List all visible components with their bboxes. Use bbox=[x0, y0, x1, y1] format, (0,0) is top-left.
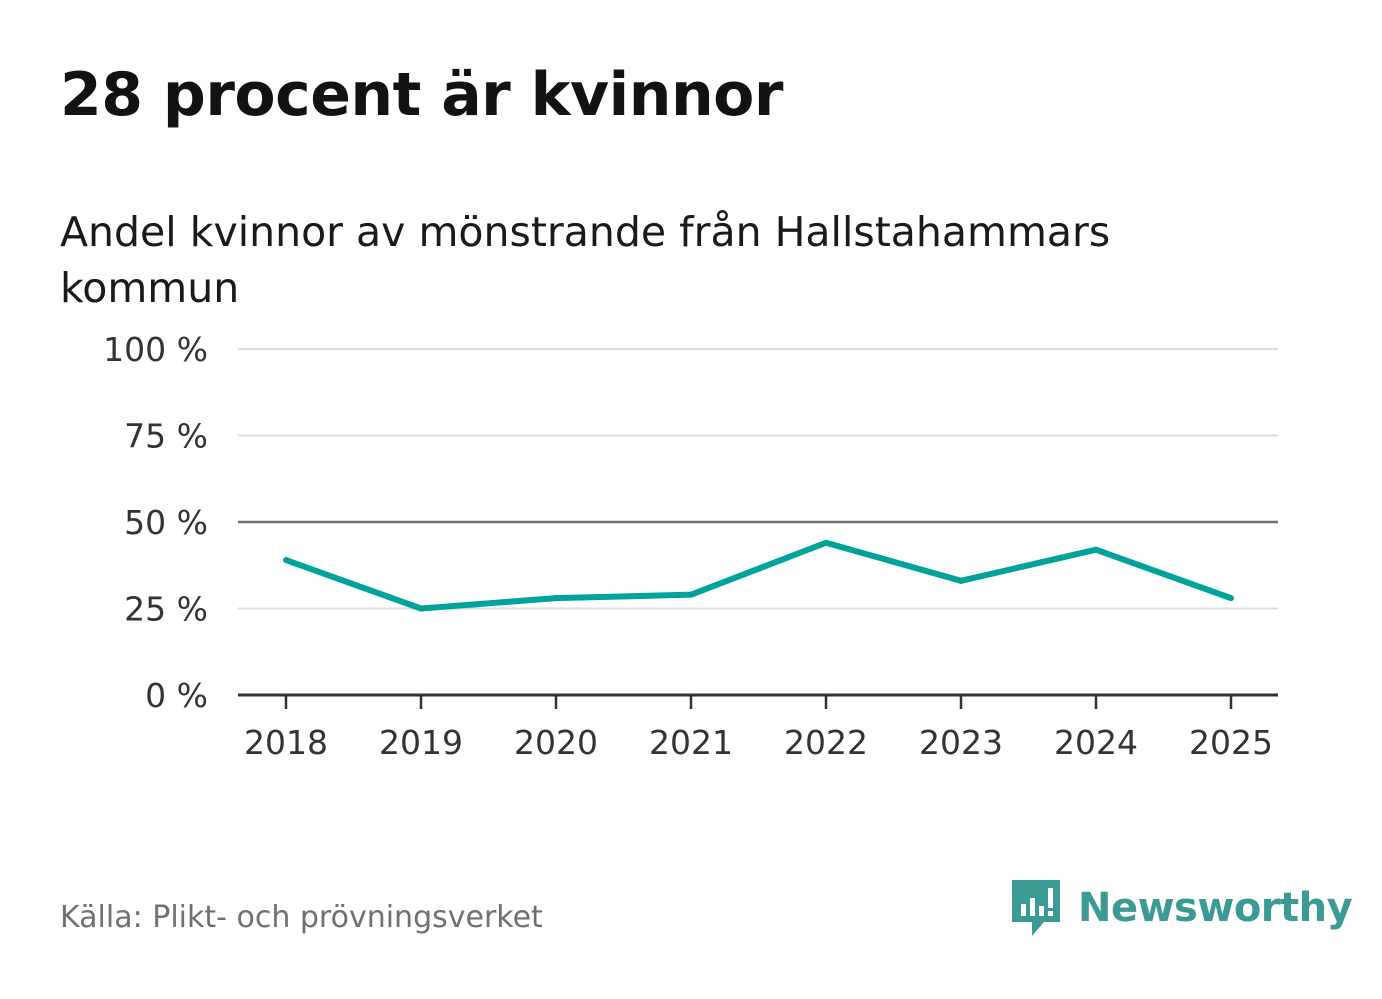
y-tick-label: 25 % bbox=[124, 590, 208, 629]
y-tick-label: 0 % bbox=[145, 676, 208, 715]
brand-name: Newsworthy bbox=[1078, 885, 1353, 931]
x-tick-label: 2025 bbox=[1189, 723, 1273, 762]
y-axis-labels: 0 % 25 % 50 % 75 % 100 % bbox=[103, 330, 208, 715]
data-point bbox=[958, 577, 964, 584]
data-point bbox=[1228, 595, 1234, 602]
grid-lines bbox=[238, 348, 1278, 610]
x-tick-label: 2019 bbox=[379, 723, 463, 762]
newsworthy-logo-icon bbox=[1012, 880, 1060, 936]
source-note: Källa: Plikt- och prövningsverket bbox=[60, 900, 543, 935]
data-series bbox=[283, 539, 1234, 612]
series-line bbox=[284, 539, 1233, 612]
x-tick-label: 2021 bbox=[649, 723, 733, 762]
x-axis-labels: 2018 2019 2020 2021 2022 2023 2024 2025 bbox=[244, 723, 1273, 762]
data-point bbox=[418, 605, 424, 612]
y-tick-label: 75 % bbox=[124, 417, 208, 456]
data-point bbox=[283, 557, 289, 564]
data-point bbox=[688, 591, 694, 598]
x-tick-label: 2024 bbox=[1054, 723, 1138, 762]
y-tick-label: 50 % bbox=[124, 503, 208, 542]
x-tick-label: 2022 bbox=[784, 723, 868, 762]
x-tick-label: 2020 bbox=[514, 723, 598, 762]
chart-title: 28 procent är kvinnor bbox=[60, 60, 783, 130]
brand-logo: Newsworthy bbox=[1010, 878, 1353, 938]
x-axis bbox=[238, 693, 1278, 709]
data-point bbox=[823, 539, 829, 546]
chart-subtitle: Andel kvinnor av mönstrande från Hallsta… bbox=[60, 208, 1111, 312]
x-tick-label: 2023 bbox=[919, 723, 1003, 762]
data-point bbox=[1093, 546, 1099, 553]
y-tick-label: 100 % bbox=[103, 330, 208, 369]
x-tick-label: 2018 bbox=[244, 723, 328, 762]
data-point bbox=[553, 595, 559, 602]
